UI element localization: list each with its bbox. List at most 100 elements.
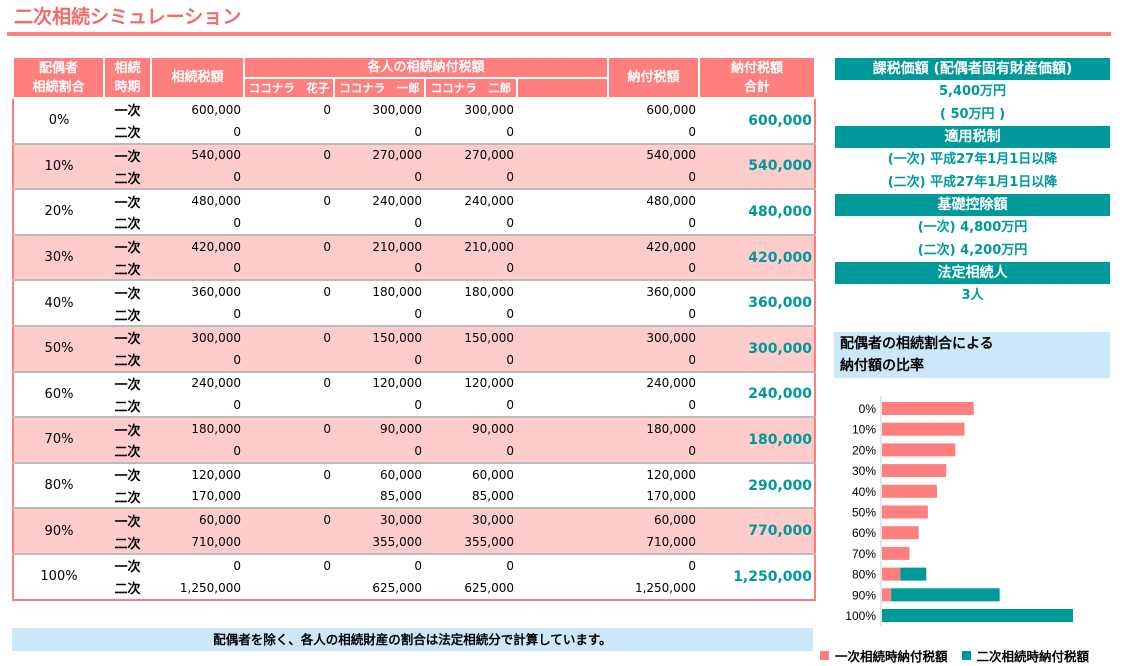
heir-hanako-cell <box>244 120 334 144</box>
heir-empty-cell <box>517 461 609 486</box>
heir-empty-cell <box>517 439 609 463</box>
heir-hanako-cell <box>244 257 334 281</box>
heir-ichiro-cell: 60,000 <box>334 461 425 486</box>
header-spouse-ratio-line1: 配偶者 <box>38 60 78 76</box>
heir-ichiro-cell: 0 <box>334 348 425 372</box>
heir-jiro-cell: 0 <box>425 394 517 418</box>
header-period: 相続 時期 <box>103 56 152 99</box>
simulation-table: 配偶者 相続割合 相続 時期 相続税額 各人の相続納付税額 納付税額 納付税額 合計 … <box>12 56 817 601</box>
tax-system-second: (二次) 平成27年1月1日以降 <box>887 175 1058 190</box>
period-cell: 二次 <box>104 257 151 281</box>
bar-first <box>882 443 956 457</box>
period-cell: 一次 <box>104 233 151 258</box>
heir-ichiro-cell: 150,000 <box>334 324 425 349</box>
chart-title: 配偶者の相続割合による 納付額の比率 <box>834 332 1110 378</box>
heir-hanako-cell <box>244 485 334 509</box>
total-tax-cell: 240,000 <box>699 370 816 418</box>
heir-ichiro-cell: 0 <box>334 166 425 190</box>
inheritance-tax-cell: 170,000 <box>151 485 244 509</box>
total-tax-cell: 360,000 <box>699 279 816 326</box>
heir-empty-cell <box>517 257 609 281</box>
inheritance-tax-cell: 0 <box>151 439 244 463</box>
heir-jiro-cell: 0 <box>425 166 517 190</box>
inheritance-tax-cell: 710,000 <box>151 531 244 554</box>
heir-empty-cell <box>517 188 609 212</box>
inheritance-tax-cell: 0 <box>151 211 244 235</box>
taxable-amount-label: 課税価額 (配偶者固有財産価額) <box>835 58 1110 80</box>
bar-second <box>891 588 1000 602</box>
paid-tax-cell: 170,000 <box>608 485 700 509</box>
spouse-own-assets-value: ( 50万円 ) <box>939 107 1006 122</box>
bar-first <box>882 464 947 478</box>
legal-heirs-label: 法定相続人 <box>835 262 1110 284</box>
heir-hanako-cell <box>244 576 334 600</box>
paid-tax-cell: 0 <box>608 257 700 281</box>
header-inheritance-tax: 相続税額 <box>150 56 245 99</box>
period-cell: 一次 <box>104 370 151 395</box>
heir-jiro-cell: 300,000 <box>425 98 517 121</box>
heir-ichiro-cell: 0 <box>334 211 425 235</box>
inheritance-tax-cell: 240,000 <box>151 370 244 395</box>
heir-ichiro-cell: 240,000 <box>334 188 425 212</box>
heir-jiro-cell: 120,000 <box>425 370 517 395</box>
table-row: 二次 0 0 0 0 <box>13 211 815 235</box>
heir-jiro-cell: 0 <box>425 303 517 326</box>
heir-jiro-cell: 0 <box>425 439 517 463</box>
heir-jiro-cell: 60,000 <box>425 461 517 486</box>
tick-label: 80% <box>852 568 876 582</box>
spouse-ratio-cell: 10% <box>13 142 104 190</box>
paid-tax-cell: 540,000 <box>608 142 700 167</box>
period-cell: 二次 <box>104 348 151 372</box>
table-row: 40% 一次 360,000 0 180,000 180,000 360,000 360,00… <box>13 279 816 326</box>
total-tax-cell: 770,000 <box>699 507 816 554</box>
heir-ichiro-cell: 85,000 <box>334 485 425 509</box>
heir-empty-cell <box>517 370 609 395</box>
heir-hanako-cell: 0 <box>244 188 334 212</box>
period-cell: 二次 <box>104 394 151 418</box>
period-cell: 一次 <box>104 188 151 212</box>
paid-tax-cell: 0 <box>608 348 700 372</box>
paid-tax-cell: 0 <box>608 211 700 235</box>
bar-second <box>900 567 927 581</box>
bar-first <box>882 526 919 540</box>
total-tax-cell: 300,000 <box>699 324 816 372</box>
inheritance-tax-cell: 0 <box>151 303 244 326</box>
table-row: 二次 1,250,000 625,000 625,000 1,250,000 <box>13 576 815 600</box>
table-row: 50% 一次 300,000 0 150,000 150,000 300,000 300,00… <box>13 324 816 372</box>
inheritance-tax-cell: 180,000 <box>151 416 244 440</box>
header-total: 納付税額 合計 <box>698 56 817 99</box>
heir-empty-cell <box>517 166 609 190</box>
spouse-ratio-cell: 70% <box>13 416 104 463</box>
paid-tax-cell: 1,250,000 <box>608 576 700 600</box>
heir-hanako-cell: 0 <box>244 324 334 349</box>
heir-hanako-cell: 0 <box>244 507 334 532</box>
header-spouse-ratio: 配偶者 相続割合 <box>12 56 105 99</box>
heir-hanako-cell: 0 <box>244 370 334 395</box>
heir-ichiro-cell: 0 <box>334 120 425 144</box>
table-row: 0% 一次 600,000 0 300,000 300,000 600,000 600,000 <box>13 98 816 144</box>
period-cell: 二次 <box>104 211 151 235</box>
heir-jiro-cell: 0 <box>425 257 517 281</box>
total-tax-cell: 180,000 <box>699 416 816 463</box>
paid-tax-cell: 0 <box>608 394 700 418</box>
bar-first <box>882 567 901 581</box>
heir-empty-cell <box>517 507 609 532</box>
period-cell: 一次 <box>104 552 151 577</box>
heir-empty-cell <box>517 279 609 304</box>
heir-empty-cell <box>517 485 609 509</box>
heir-ichiro-cell: 0 <box>334 257 425 281</box>
chart-title-line1: 配偶者の相続割合による <box>840 336 994 352</box>
inheritance-tax-cell: 360,000 <box>151 279 244 304</box>
period-cell: 一次 <box>104 461 151 486</box>
table-row: 二次 0 0 0 0 <box>13 439 815 463</box>
header-total-line2: 合計 <box>744 79 771 95</box>
heir-empty-cell <box>517 531 609 554</box>
inheritance-tax-cell: 0 <box>151 348 244 372</box>
heir-hanako-cell <box>244 166 334 190</box>
paid-tax-cell: 480,000 <box>608 188 700 212</box>
heir-ichiro-cell: 0 <box>334 439 425 463</box>
heir-jiro-cell: 30,000 <box>425 507 517 532</box>
period-cell: 二次 <box>104 531 151 554</box>
paid-tax-cell: 0 <box>608 166 700 190</box>
header-individual-tax: 各人の相続納付税額 <box>242 56 610 79</box>
